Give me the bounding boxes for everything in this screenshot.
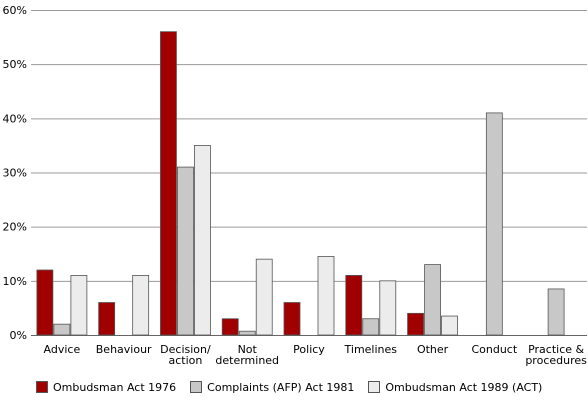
- bar-complaints-afp-act-1981-decision-action: [177, 166, 194, 336]
- bar-complaints-afp-act-1981-advice: [53, 323, 71, 336]
- y-tick-label: 20%: [3, 221, 27, 234]
- legend-swatch-complaints-afp-act-1981: [190, 381, 203, 393]
- legend-item-complaints-afp-act-1981: Complaints (AFP) Act 1981: [190, 381, 354, 394]
- bar-complaints-afp-act-1981-other: [424, 264, 441, 336]
- y-tick-label: 60%: [3, 4, 27, 17]
- bar-ombudsman-act-1976-policy: [283, 302, 301, 336]
- bar-ombudsman-act-1976-decision-action: [160, 31, 177, 336]
- x-tick-label-not-determined: Not determined: [215, 343, 279, 367]
- bar-complaints-afp-act-1981-not-determined: [238, 330, 256, 336]
- legend-swatch-ombudsman-act-1989-act: [368, 381, 381, 393]
- x-tick-label-timelines: Timelines: [344, 343, 398, 356]
- y-tick-label: 40%: [3, 112, 27, 125]
- bar-ombudsman-act-1989-act-timelines: [379, 280, 397, 336]
- x-tick-label-behaviour: Behaviour: [96, 343, 152, 356]
- bar-layer: [36, 31, 565, 336]
- bar-ombudsman-act-1976-advice: [36, 269, 54, 336]
- bar-ombudsman-act-1989-act-advice: [70, 275, 88, 336]
- bar-ombudsman-act-1976-behaviour: [98, 302, 116, 336]
- bar-ombudsman-act-1989-act-decision-action: [194, 145, 211, 336]
- legend-item-ombudsman-act-1976: Ombudsman Act 1976: [36, 381, 176, 394]
- axis-layer: 0% 10% 20% 30% 40% 50% 60% Advice Behaviour Decis…: [3, 4, 588, 367]
- legend-label-complaints-afp-act-1981: Complaints (AFP) Act 1981: [207, 380, 355, 394]
- x-tick-label-other: Other: [417, 343, 449, 356]
- y-tick-label: 0%: [10, 329, 27, 342]
- legend: Ombudsman Act 1976 Complaints (AFP) Act …: [36, 378, 556, 396]
- legend-label-ombudsman-act-1976: Ombudsman Act 1976: [53, 380, 177, 394]
- bar-complaints-afp-act-1981-conduct: [485, 112, 503, 336]
- legend-swatch-ombudsman-act-1976: [36, 381, 48, 393]
- y-tick-label: 10%: [3, 275, 27, 288]
- bar-ombudsman-act-1976-not-determined: [221, 318, 239, 336]
- bar-ombudsman-act-1976-other: [407, 312, 424, 336]
- bar-ombudsman-act-1989-act-behaviour: [132, 275, 150, 336]
- y-tick-label: 30%: [3, 167, 27, 180]
- bar-ombudsman-act-1989-act-other: [441, 315, 458, 336]
- bar-ombudsman-act-1989-act-policy: [317, 256, 335, 336]
- legend-item-ombudsman-act-1989-act: Ombudsman Act 1989 (ACT): [368, 381, 542, 394]
- x-tick-label-conduct: Conduct: [471, 343, 517, 356]
- bar-chart: 0% 10% 20% 30% 40% 50% 60% Advice Behaviour Decis…: [3, 4, 588, 367]
- x-tick-label-policy: Policy: [293, 343, 325, 356]
- x-tick-label-advice: Advice: [44, 343, 81, 356]
- x-tick-label-practice-procedures: Practice & procedures: [525, 343, 587, 367]
- x-tick-label-decision-action: Decision/action: [160, 343, 211, 367]
- bar-ombudsman-act-1976-timelines: [345, 275, 363, 336]
- bar-complaints-afp-act-1981-practice-procedures: [547, 288, 565, 336]
- bar-complaints-afp-act-1981-timelines: [362, 318, 380, 336]
- bar-ombudsman-act-1989-act-not-determined: [255, 258, 273, 336]
- legend-label-ombudsman-act-1989-act: Ombudsman Act 1989 (ACT): [385, 380, 543, 394]
- y-tick-label: 50%: [3, 58, 27, 71]
- grid-layer: [31, 10, 587, 336]
